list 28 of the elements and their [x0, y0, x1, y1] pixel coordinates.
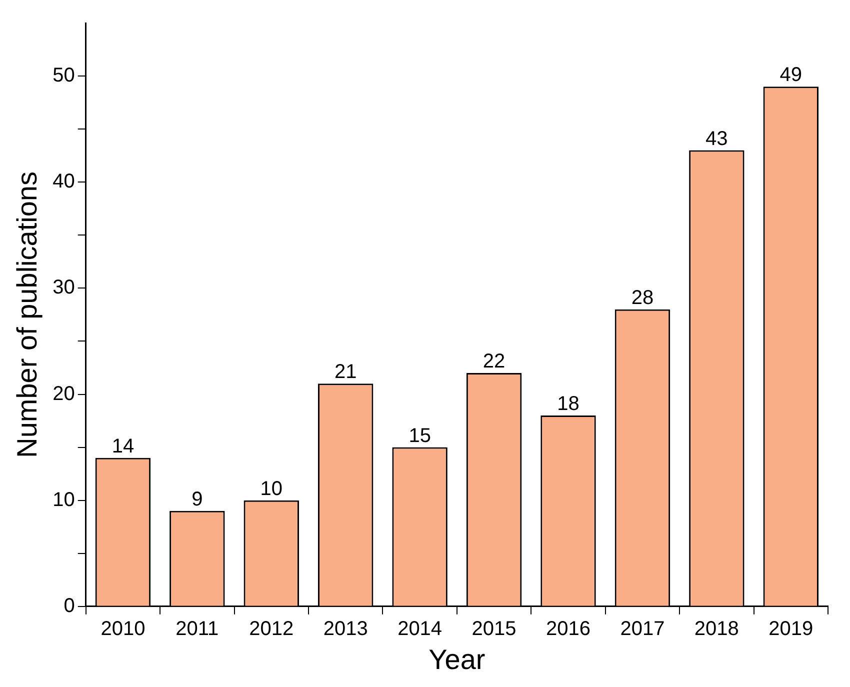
- data-label: 10: [260, 478, 283, 500]
- data-label: 15: [408, 424, 431, 447]
- y-tick-label: 10: [52, 488, 75, 511]
- x-tick-label: 2012: [249, 618, 294, 640]
- x-tick-label: 2011: [176, 618, 219, 640]
- x-tick-label: 2018: [694, 618, 739, 640]
- data-label: 22: [482, 350, 506, 373]
- x-tick-label: 2016: [546, 618, 590, 640]
- data-label: 18: [557, 392, 580, 415]
- x-tick-label: 2010: [100, 618, 146, 640]
- data-label: 43: [706, 128, 728, 150]
- x-tick-label: 2017: [620, 618, 665, 640]
- y-tick-label: 30: [52, 276, 75, 299]
- x-tick-label: 2013: [323, 618, 368, 640]
- data-label: 49: [780, 64, 802, 86]
- x-tick-label: 2015: [472, 618, 516, 640]
- data-label: 21: [334, 361, 357, 384]
- data-label: 9: [192, 488, 203, 510]
- x-tick-label: 2014: [398, 618, 442, 640]
- y-tick-label: 40: [52, 170, 75, 193]
- y-axis-title: Number of publications: [12, 172, 43, 458]
- y-tick-label: 0: [64, 594, 75, 617]
- data-label: 28: [631, 286, 654, 309]
- y-tick-label: 50: [52, 64, 75, 87]
- y-tick-label: 20: [52, 382, 75, 405]
- x-axis-title: Year: [428, 644, 486, 675]
- x-tick-label: 2019: [768, 618, 814, 640]
- data-label: 14: [112, 435, 134, 458]
